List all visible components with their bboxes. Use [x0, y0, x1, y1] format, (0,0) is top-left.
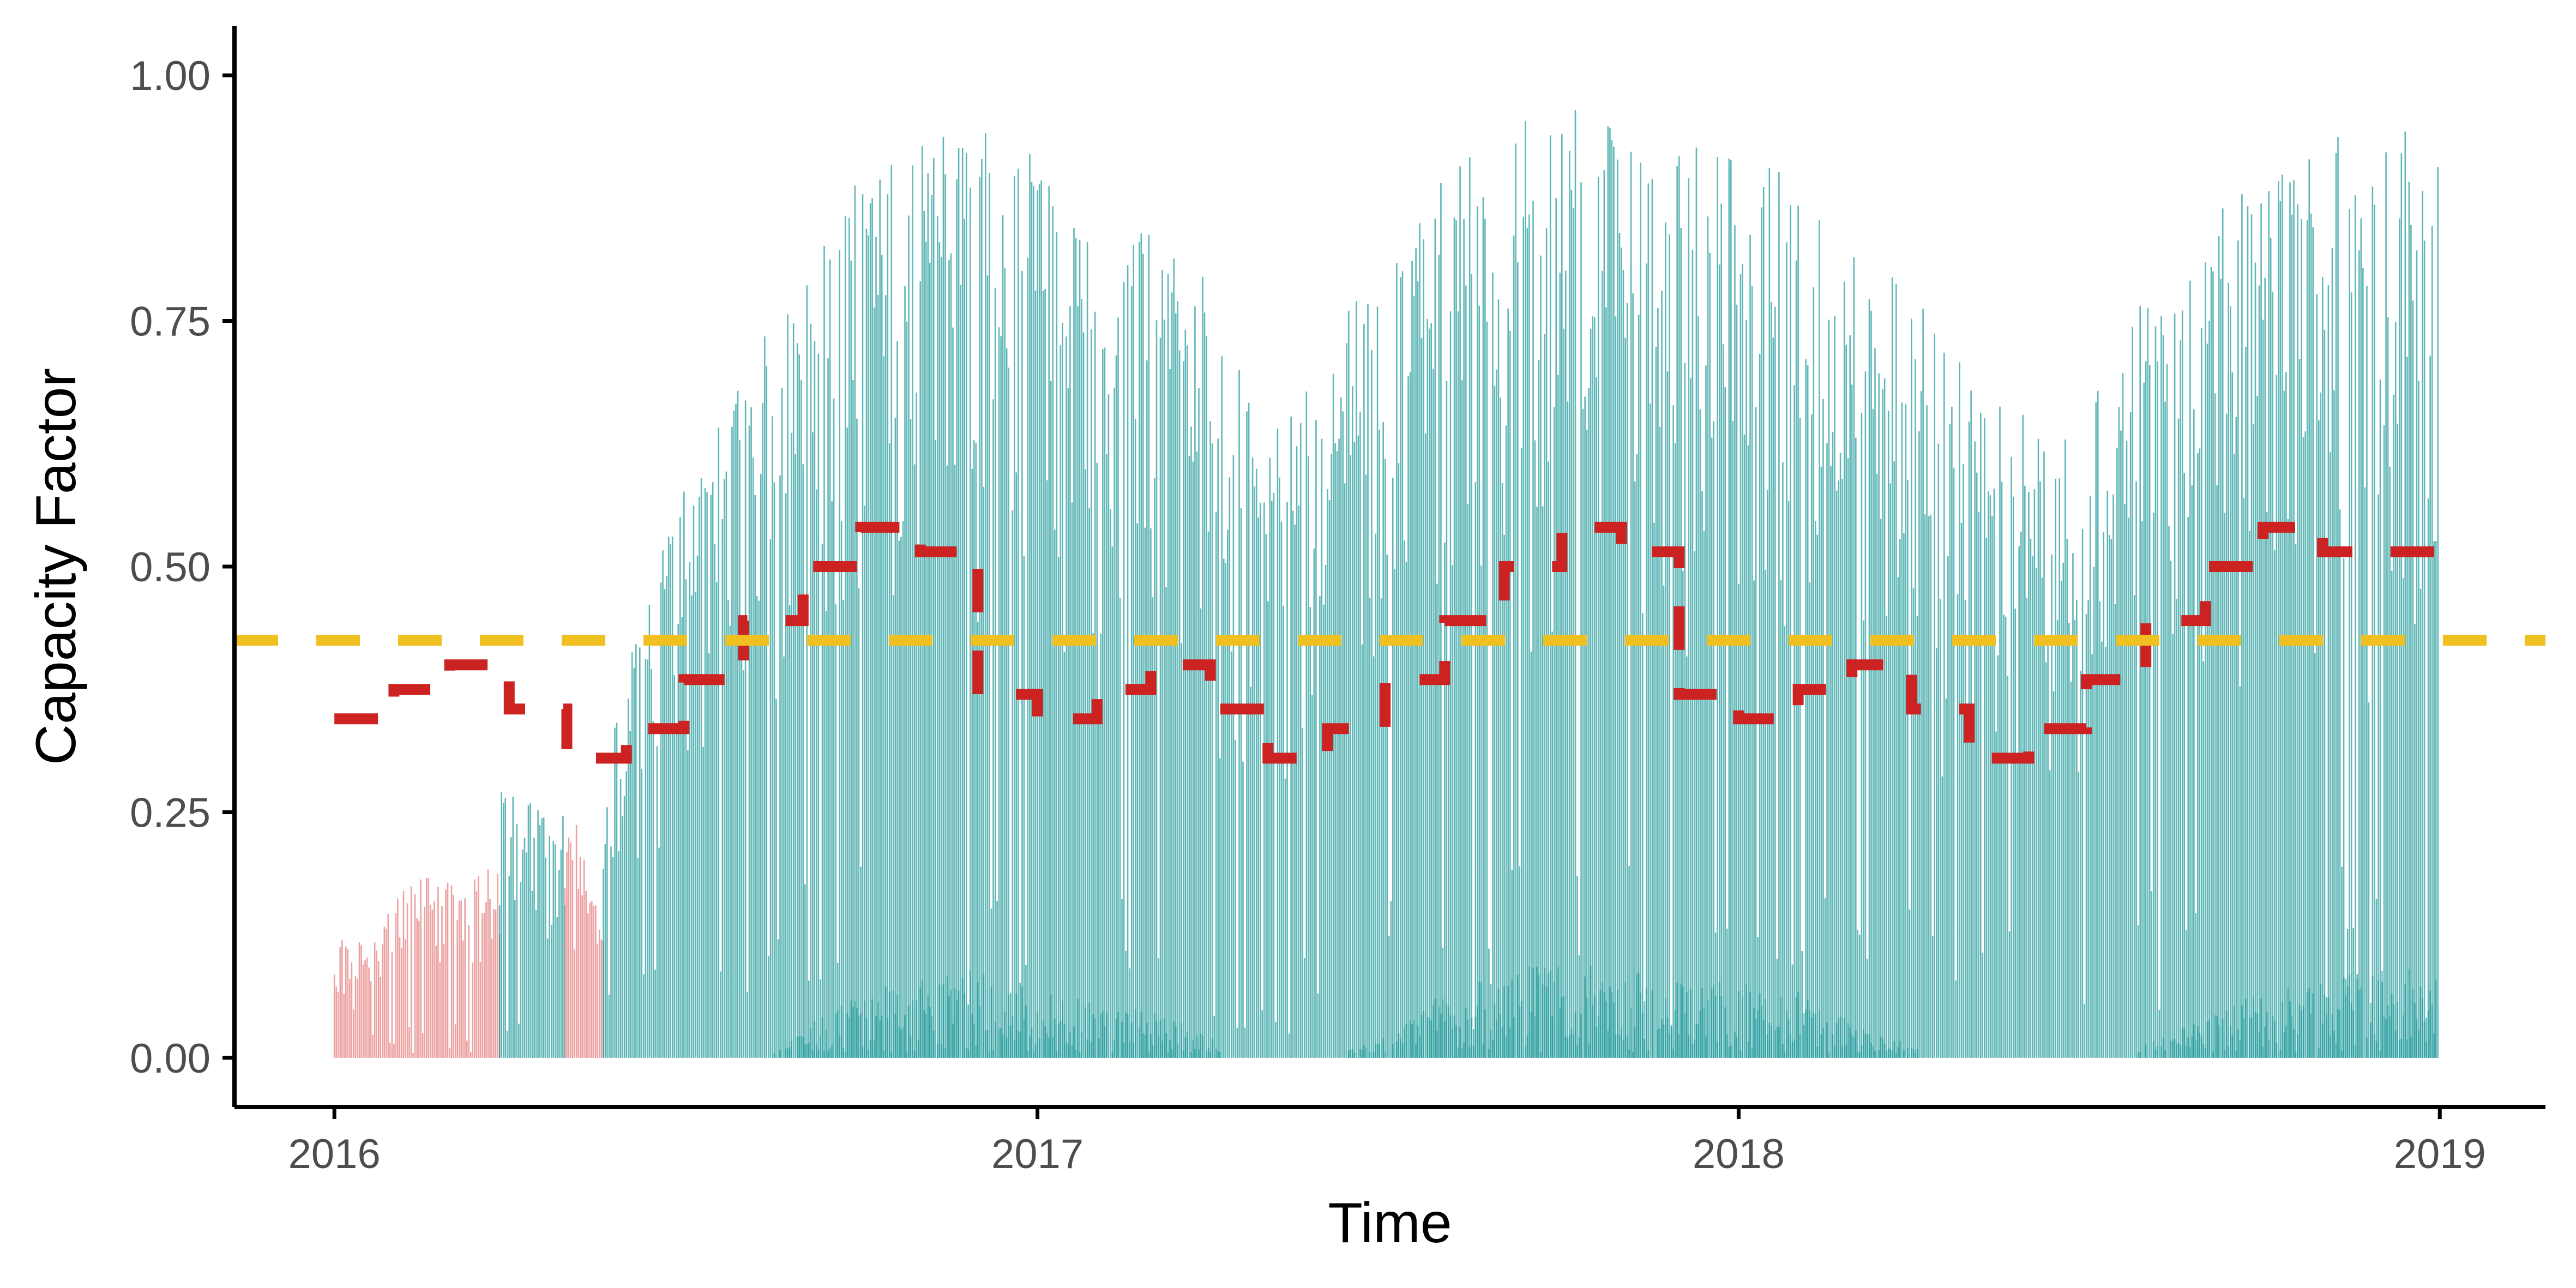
y-tick-label-0.75: 0.75: [130, 299, 210, 345]
mean-lines-layer: [234, 521, 2545, 764]
series-observed-3: [603, 110, 2439, 1058]
y-tick-label-1.00: 1.00: [130, 53, 210, 99]
monthly-mean-line: [334, 521, 2440, 764]
y-axis-ticks: 0.00 0.25 0.50 0.75 1.00: [130, 53, 234, 1082]
x-tick-label-2018: 2018: [1693, 1131, 1785, 1177]
y-axis-title: Capacity Factor: [25, 368, 88, 765]
y-tick-label-0.25: 0.25: [130, 790, 210, 836]
x-tick-label-2017: 2017: [991, 1131, 1084, 1177]
series-observed-1: [498, 791, 566, 1058]
series-layer: [333, 110, 2439, 1058]
axes: 2016 2017 2018 2019 0.00 0.25 0.50 0.75 1.00: [130, 26, 2545, 1177]
y-tick-label-0.50: 0.50: [130, 544, 210, 591]
series-gap_filled-2: [564, 824, 604, 1058]
x-axis-title: Time: [1328, 1191, 1452, 1255]
x-tick-label-2019: 2019: [2394, 1131, 2486, 1177]
x-axis-ticks: 2016 2017 2018 2019: [288, 1107, 2486, 1177]
series-observed-base-3: [773, 966, 2437, 1058]
series-gap_filled-0: [333, 869, 501, 1058]
x-tick-label-2016: 2016: [288, 1131, 381, 1177]
y-tick-label-0.00: 0.00: [130, 1036, 210, 1082]
